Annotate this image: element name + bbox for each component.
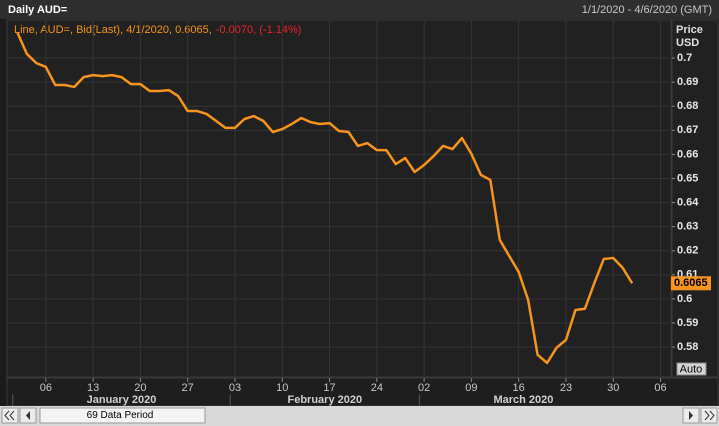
x-tick-label: 16 (513, 382, 525, 394)
scroll-thumb[interactable] (39, 407, 206, 424)
price-line (16, 32, 634, 365)
y-tick-label: 0.63 (677, 221, 698, 233)
x-tick-label: 30 (607, 382, 619, 394)
scroll-last[interactable] (700, 407, 718, 424)
last-price-box (671, 276, 711, 291)
scroll-label: 69 Data Period (87, 410, 154, 421)
y-tick-label: 0.59 (677, 317, 698, 329)
x-tick-label: 06 (654, 382, 666, 394)
scroll-next[interactable] (682, 407, 700, 424)
icon (689, 411, 693, 420)
legend-change: -0.0070, (-1.14%) (216, 24, 302, 36)
x-tick-label: 03 (229, 382, 241, 394)
last-price-label: 0.6065 (674, 277, 708, 289)
y-tick-label: 0.68 (677, 100, 698, 112)
month-label: January 2020 (87, 394, 157, 406)
x-tick-label: 02 (418, 382, 430, 394)
y-tick-label: 0.69 (677, 76, 698, 88)
auto-button[interactable] (676, 362, 707, 376)
header-bar (0, 0, 719, 19)
x-tick-label: 27 (182, 382, 194, 394)
auto-label[interactable]: Auto (680, 363, 703, 375)
grid (8, 20, 670, 376)
x-tick-label: 20 (134, 382, 146, 394)
icon (704, 410, 715, 421)
scroll-first[interactable] (1, 407, 19, 424)
y-axis-area (671, 19, 719, 378)
month-label: February 2020 (288, 394, 363, 406)
y-axis-label: Price (676, 24, 703, 36)
y-tick-label: 0.67 (677, 124, 698, 136)
icon (26, 411, 30, 420)
y-tick-label: 0.65 (677, 172, 698, 184)
x-tick-label: 10 (276, 382, 288, 394)
x-tick-label: 17 (323, 382, 335, 394)
y-tick-label: 0.6 (677, 293, 692, 305)
chart-title: Daily AUD= (8, 4, 67, 16)
y-axis-unit: USD (676, 37, 699, 49)
icon (4, 410, 15, 421)
x-tick-label: 13 (87, 382, 99, 394)
x-tick-label: 24 (371, 382, 383, 394)
date-range: 1/1/2020 - 4/6/2020 (GMT) (582, 4, 712, 16)
scroll-prev[interactable] (19, 407, 37, 424)
y-tick-label: 0.64 (677, 196, 699, 208)
y-tick-label: 0.62 (677, 245, 698, 257)
legend-main: Line, AUD=, Bid(Last), 4/1/2020, 0.6065, (14, 24, 212, 36)
month-label: March 2020 (493, 394, 553, 406)
y-tick-label: 0.7 (677, 52, 692, 64)
y-tick-label: 0.58 (677, 341, 698, 353)
marks (16, 32, 634, 365)
plot-area (6, 19, 672, 378)
legend-text: Line, AUD=, Bid(Last), 4/1/2020, 0.6065,… (14, 24, 301, 36)
x-tick-label: 09 (465, 382, 477, 394)
x-tick-label: 23 (560, 382, 572, 394)
y-tick-label: 0.66 (677, 148, 698, 160)
x-tick-label: 06 (40, 382, 52, 394)
